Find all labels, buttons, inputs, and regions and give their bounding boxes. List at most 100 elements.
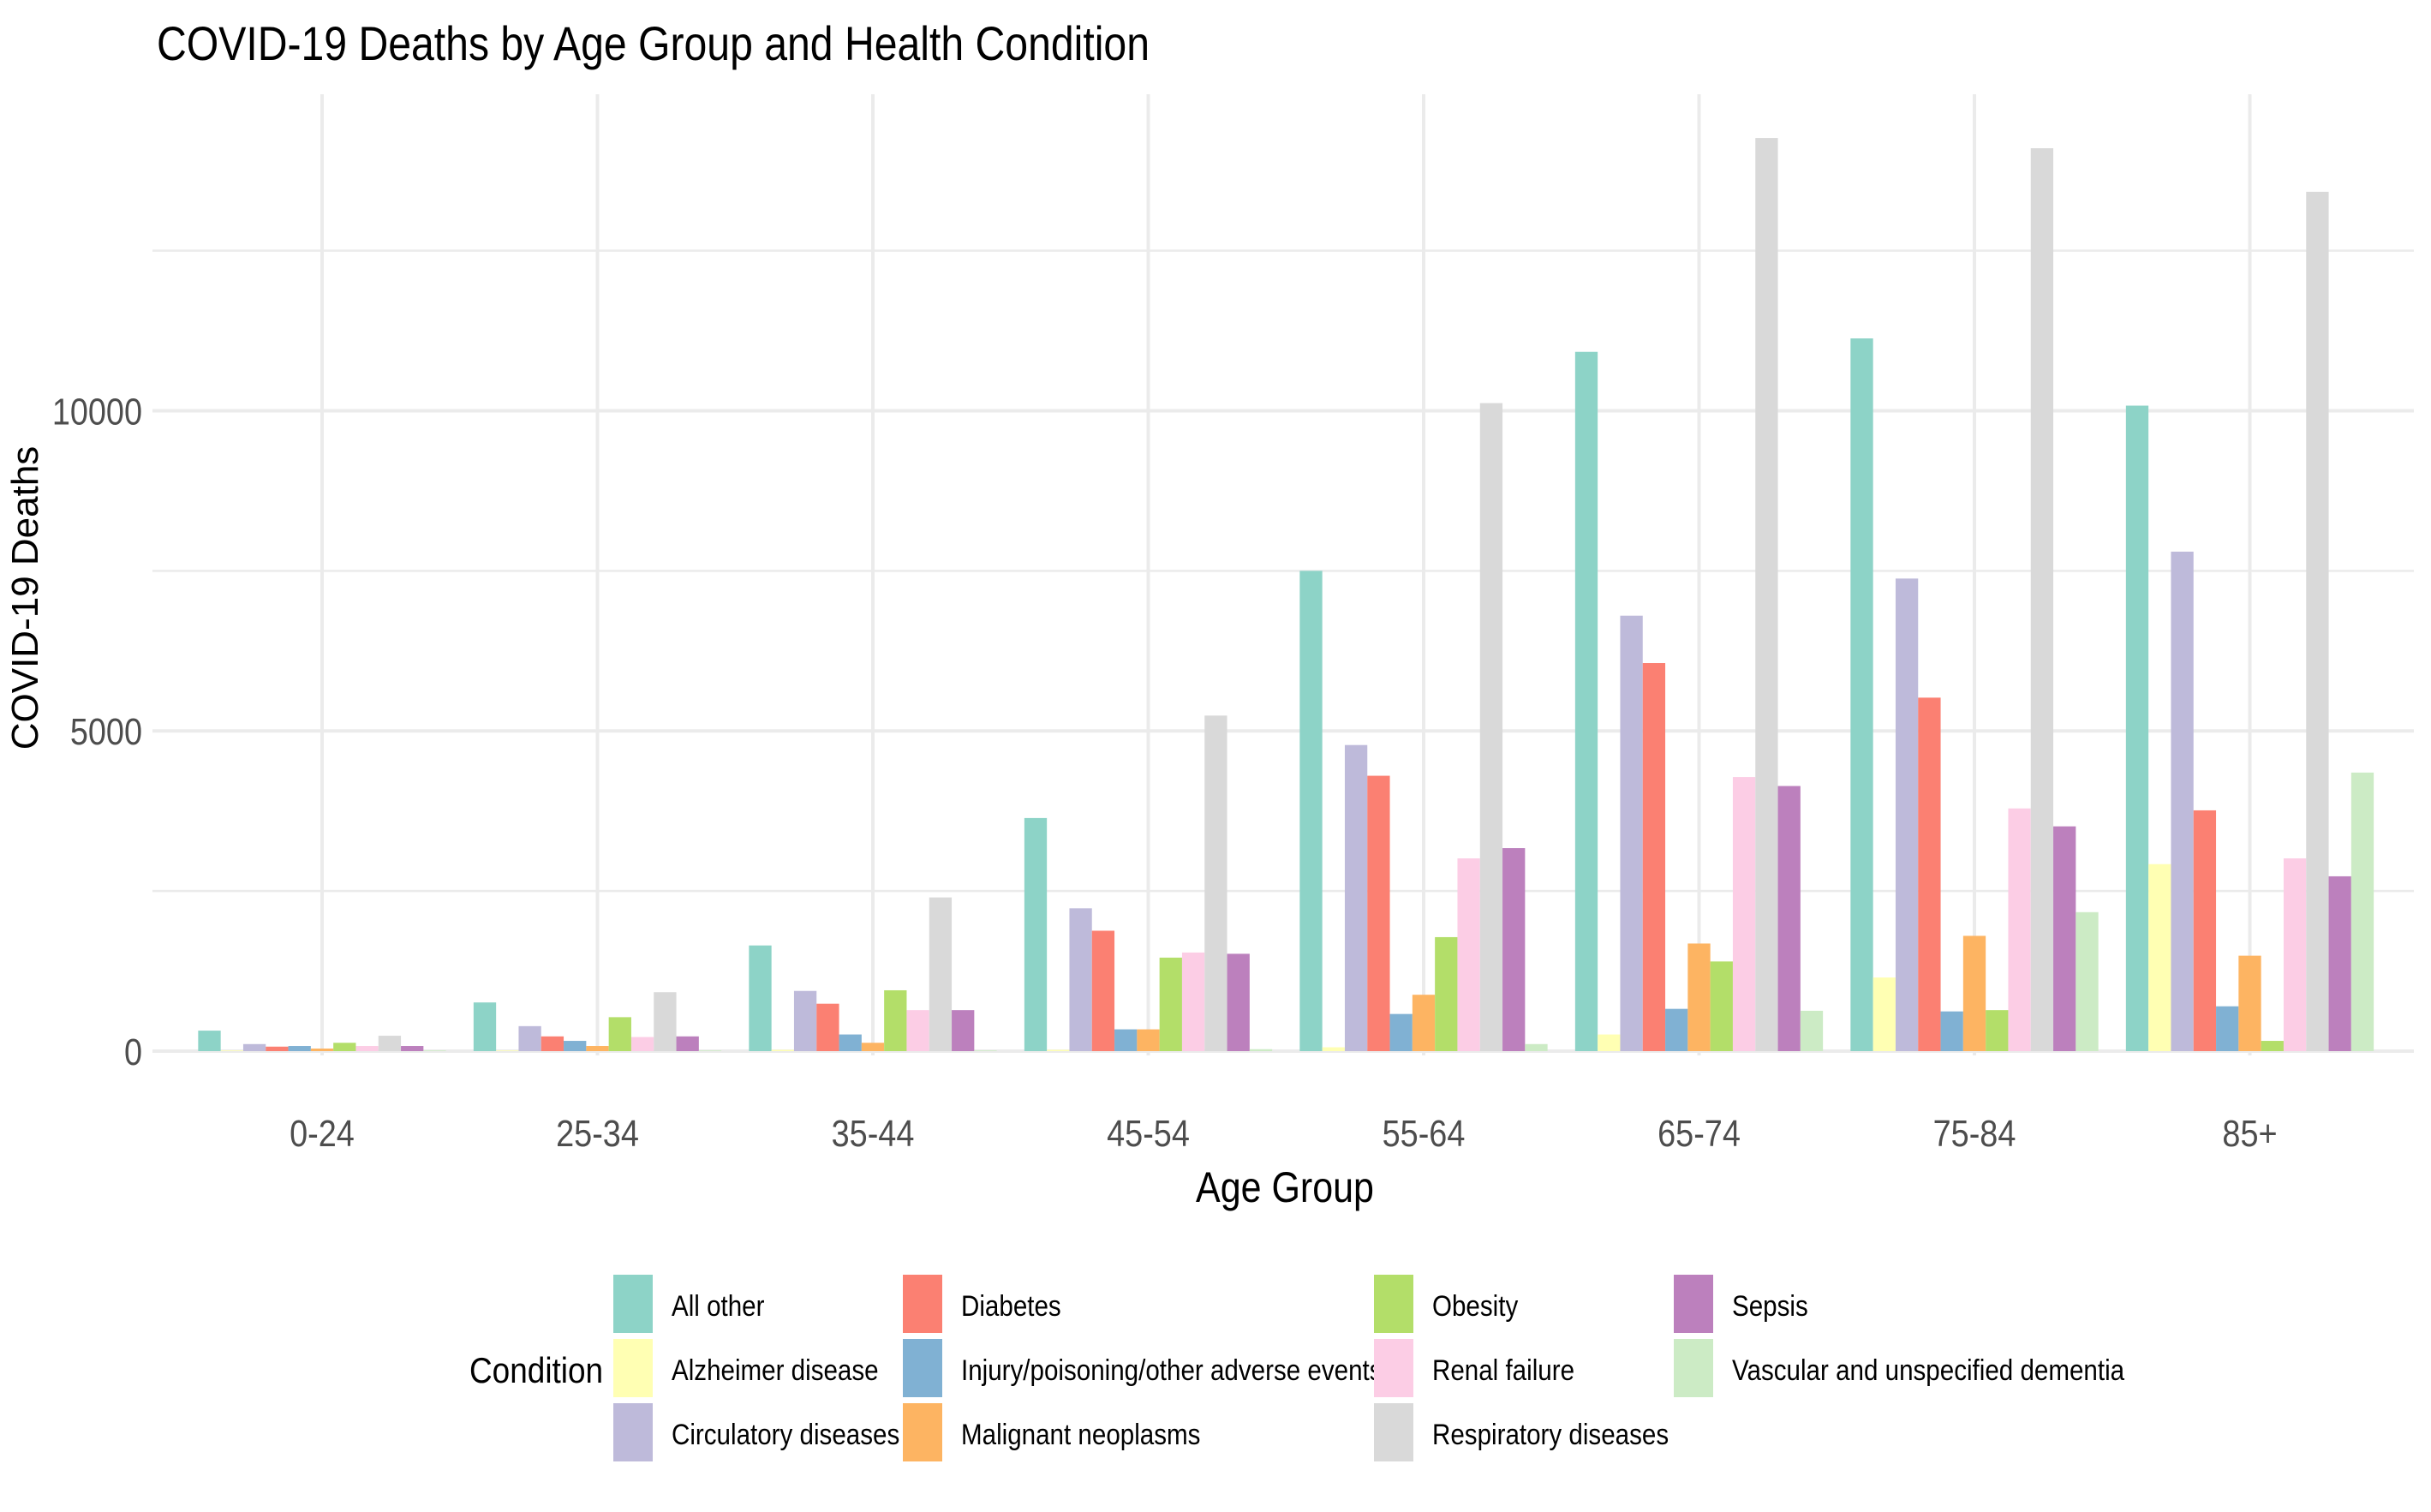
bar: [401, 1046, 424, 1051]
bar: [1598, 1034, 1621, 1051]
legend-label: All other: [672, 1289, 765, 1322]
bar: [198, 1031, 221, 1051]
bar: [2030, 148, 2054, 1051]
bar: [654, 992, 677, 1051]
bar: [1367, 775, 1390, 1051]
legend-swatch: [613, 1275, 653, 1333]
bar: [630, 1037, 654, 1051]
bar: [242, 1043, 266, 1051]
bar: [2008, 808, 2031, 1051]
legend-label: Vascular and unspecified dementia: [1732, 1354, 2124, 1386]
legend-swatch: [1374, 1403, 1413, 1461]
bar: [266, 1046, 289, 1051]
bar: [1895, 578, 1919, 1051]
bar: [1091, 930, 1115, 1051]
bar: [1024, 817, 1048, 1051]
bar: [2216, 1006, 2239, 1051]
bars-layer: [198, 138, 2374, 1052]
bar: [2125, 405, 2149, 1051]
legend-title: Condition: [469, 1351, 603, 1391]
legend-label: Respiratory diseases: [1432, 1418, 1669, 1450]
bar: [839, 1034, 862, 1051]
bar: [423, 1050, 446, 1051]
bar: [974, 1050, 997, 1051]
legend-swatch: [1674, 1339, 1713, 1397]
bar: [1873, 977, 1896, 1051]
bar: [1181, 952, 1205, 1051]
y-axis-title: COVID-19 Deaths: [4, 446, 46, 750]
bar: [884, 989, 907, 1051]
bar: [1642, 663, 1666, 1051]
legend: Condition All other Alzheimer disease Circ…: [469, 1275, 2124, 1461]
bar: [1069, 908, 1092, 1051]
bar: [929, 897, 953, 1051]
bar: [1299, 571, 1323, 1051]
bar: [1710, 961, 1733, 1051]
legend-swatch: [903, 1275, 942, 1333]
bar: [1755, 138, 1778, 1052]
x-tick-label: 75-84: [1933, 1112, 2016, 1154]
bar: [2076, 911, 2099, 1051]
bar: [816, 1003, 839, 1051]
bar: [608, 1017, 631, 1051]
bar: [861, 1043, 885, 1051]
axes-layer: 0 5000 10000 0-24 25-34 35-44 45-54 55-64 65-74 7…: [52, 391, 2278, 1155]
bar: [220, 1050, 243, 1051]
bar: [1204, 715, 1227, 1051]
bar: [793, 990, 817, 1051]
bar: [1777, 786, 1801, 1051]
legend-label: Obesity: [1432, 1289, 1518, 1322]
bar: [1159, 957, 1182, 1051]
legend-label: Malignant neoplasms: [961, 1418, 1200, 1450]
bar: [541, 1036, 564, 1051]
bar: [1137, 1029, 1160, 1051]
x-tick-label: 55-64: [1383, 1112, 1466, 1154]
y-tick-label: 10000: [52, 391, 142, 433]
bar: [906, 1010, 929, 1051]
bar: [2328, 876, 2351, 1051]
bar: [355, 1046, 379, 1051]
legend-swatch: [1674, 1275, 1713, 1333]
legend-label: Injury/poisoning/other adverse events: [961, 1354, 1383, 1386]
bar: [1457, 858, 1480, 1051]
bar: [2148, 864, 2171, 1051]
bar: [1389, 1013, 1413, 1051]
bar: [2350, 772, 2374, 1051]
bar: [2053, 826, 2076, 1051]
y-tick-label: 0: [124, 1031, 142, 1073]
bar: [1412, 995, 1436, 1051]
bar: [749, 945, 772, 1051]
bar: [310, 1049, 334, 1051]
legend-swatch: [903, 1403, 942, 1461]
bar: [2193, 810, 2217, 1051]
x-tick-label: 0-24: [290, 1112, 355, 1154]
bar: [2238, 955, 2261, 1051]
bar: [2261, 1041, 2284, 1051]
bar: [676, 1036, 699, 1051]
bar: [288, 1046, 311, 1051]
bar: [1918, 697, 1941, 1051]
legend-swatch: [613, 1403, 653, 1461]
bar: [1249, 1049, 1273, 1051]
bar: [1732, 777, 1756, 1051]
bar: [1525, 1043, 1548, 1051]
bar: [1574, 351, 1598, 1052]
x-tick-label: 25-34: [556, 1112, 639, 1154]
bar: [771, 1049, 794, 1051]
bar: [586, 1046, 609, 1051]
bar: [952, 1010, 975, 1051]
bar: [1344, 744, 1368, 1051]
legend-swatch: [903, 1339, 942, 1397]
bar: [1502, 848, 1526, 1051]
bar: [1227, 953, 1250, 1051]
bar: [1850, 338, 1873, 1052]
x-tick-label: 65-74: [1658, 1112, 1741, 1154]
bar: [564, 1041, 587, 1051]
bar: [1114, 1029, 1138, 1051]
bar: [1800, 1010, 1824, 1051]
x-tick-label: 85+: [2222, 1112, 2277, 1154]
legend-swatch: [1374, 1339, 1413, 1397]
legend-label: Diabetes: [961, 1289, 1061, 1322]
chart-title: COVID-19 Deaths by Age Group and Health …: [157, 18, 1150, 71]
